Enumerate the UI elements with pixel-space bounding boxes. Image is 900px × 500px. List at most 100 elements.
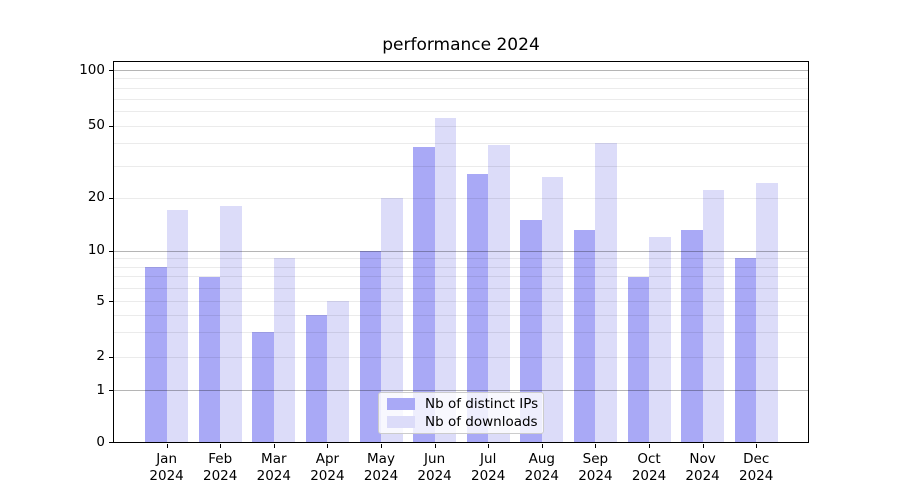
plot-area — [113, 61, 809, 443]
x-tick-year: 2024 — [578, 468, 613, 484]
bar-downloads-jan — [166, 209, 189, 442]
x-tick-mark-apr — [327, 444, 329, 448]
x-tick-year: 2024 — [631, 468, 667, 484]
bar-ips-dec — [734, 258, 757, 442]
bar-downloads-may — [381, 197, 403, 442]
bar-ips-jan — [145, 266, 167, 442]
x-tick-month: May — [367, 451, 395, 467]
x-tick-year: 2024 — [739, 468, 774, 484]
legend-row-downloads: Nb of downloads — [387, 413, 538, 430]
y-tick-mark-5 — [109, 301, 113, 302]
bar-ips-oct — [627, 276, 649, 442]
x-tick-month: Jan — [156, 451, 177, 467]
bar-ips-jun — [413, 147, 435, 442]
y-tick-label-50: 50 — [87, 117, 105, 133]
y-tick-mark-20 — [109, 197, 113, 199]
y-tick-label-10: 10 — [87, 242, 105, 258]
x-tick-month: Jul — [480, 451, 497, 467]
x-tick-mark-jun — [434, 444, 436, 448]
x-tick-mark-jul — [488, 444, 490, 448]
x-tick-label-jan: Jan 2024 — [139, 451, 195, 485]
gridline-minor-90 — [114, 78, 808, 80]
x-tick-year: 2024 — [524, 468, 559, 484]
x-tick-year: 2024 — [471, 468, 506, 484]
x-tick-month: Dec — [743, 451, 770, 467]
bar-downloads-sep — [595, 143, 617, 442]
bar-ips-sep — [573, 230, 596, 442]
x-tick-label-nov: Nov 2024 — [675, 451, 731, 485]
x-tick-label-mar: Mar 2024 — [246, 451, 302, 485]
x-tick-month: Apr — [315, 451, 340, 467]
x-tick-month: Mar — [261, 451, 287, 467]
bar-ips-apr — [305, 314, 328, 442]
x-tick-mark-sep — [595, 444, 597, 448]
x-tick-mark-mar — [273, 444, 275, 448]
bar-ips-aug — [520, 219, 542, 442]
x-tick-year: 2024 — [149, 468, 184, 484]
x-tick-mark-aug — [541, 444, 543, 448]
bar-ips-mar — [252, 331, 274, 442]
x-tick-year: 2024 — [685, 468, 720, 484]
x-tick-month: Nov — [689, 451, 716, 467]
chart-title: performance 2024 — [382, 35, 540, 55]
gridline-minor-70 — [114, 98, 808, 100]
y-tick-mark-50 — [109, 125, 113, 127]
legend-row-distinct-ips: Nb of distinct IPs — [387, 396, 539, 413]
bar-downloads-nov — [702, 190, 725, 442]
gridline-minor-30 — [114, 165, 808, 167]
y-tick-mark-100 — [109, 70, 113, 71]
x-tick-month: Feb — [208, 451, 233, 467]
bar-downloads-mar — [273, 258, 296, 442]
bar-downloads-jun — [434, 117, 457, 442]
x-tick-month: Aug — [528, 451, 555, 467]
x-tick-label-jul: Jul 2024 — [460, 451, 516, 485]
x-tick-month: Sep — [582, 451, 609, 467]
bar-downloads-apr — [327, 301, 349, 442]
y-tick-mark-0 — [109, 442, 113, 443]
x-tick-label-aug: Aug 2024 — [514, 451, 570, 485]
bar-ips-jul — [466, 173, 489, 442]
legend-label-downloads: Nb of downloads — [425, 413, 538, 430]
gridline-minor-80 — [114, 87, 808, 89]
x-tick-year: 2024 — [256, 468, 291, 484]
x-tick-year: 2024 — [363, 468, 399, 484]
bar-ips-feb — [198, 276, 221, 442]
y-tick-label-0: 0 — [96, 433, 105, 450]
x-tick-mark-oct — [649, 444, 650, 448]
y-tick-label-20: 20 — [87, 189, 105, 205]
x-tick-year: 2024 — [203, 468, 238, 484]
x-tick-year: 2024 — [417, 468, 452, 484]
x-tick-month: Jun — [424, 451, 446, 467]
x-tick-label-may: May 2024 — [353, 451, 409, 485]
x-tick-mark-dec — [756, 444, 758, 448]
x-tick-label-apr: Apr 2024 — [299, 451, 355, 485]
gridline-minor-60 — [114, 110, 808, 112]
x-tick-mark-feb — [220, 444, 222, 448]
x-tick-label-sep: Sep 2024 — [567, 451, 623, 485]
y-tick-mark-10 — [109, 250, 113, 252]
bar-downloads-feb — [220, 205, 242, 442]
y-tick-label-1: 1 — [96, 381, 105, 398]
x-tick-label-jun: Jun 2024 — [407, 451, 463, 485]
gridline-minor-50 — [114, 125, 808, 127]
legend-label-distinct-ips: Nb of distinct IPs — [425, 396, 539, 413]
bar-downloads-dec — [756, 183, 778, 442]
legend: Nb of distinct IPs Nb of downloads — [378, 392, 544, 434]
bar-downloads-oct — [649, 236, 671, 442]
y-tick-label-2: 2 — [96, 348, 105, 364]
y-tick-mark-1 — [109, 390, 113, 391]
x-tick-label-dec: Dec 2024 — [728, 451, 784, 485]
bar-ips-nov — [681, 230, 703, 442]
bar-downloads-jul — [488, 145, 510, 442]
legend-swatch-downloads — [387, 415, 415, 428]
y-tick-label-5: 5 — [96, 292, 105, 309]
x-tick-label-oct: Oct 2024 — [621, 451, 677, 485]
gridline-major-100 — [114, 70, 808, 71]
x-tick-mark-jan — [166, 444, 168, 448]
plot-inner — [114, 62, 808, 442]
bar-downloads-aug — [541, 176, 564, 442]
x-tick-year: 2024 — [310, 468, 345, 484]
y-tick-label-100: 100 — [79, 61, 105, 78]
legend-swatch-distinct-ips — [387, 398, 415, 411]
